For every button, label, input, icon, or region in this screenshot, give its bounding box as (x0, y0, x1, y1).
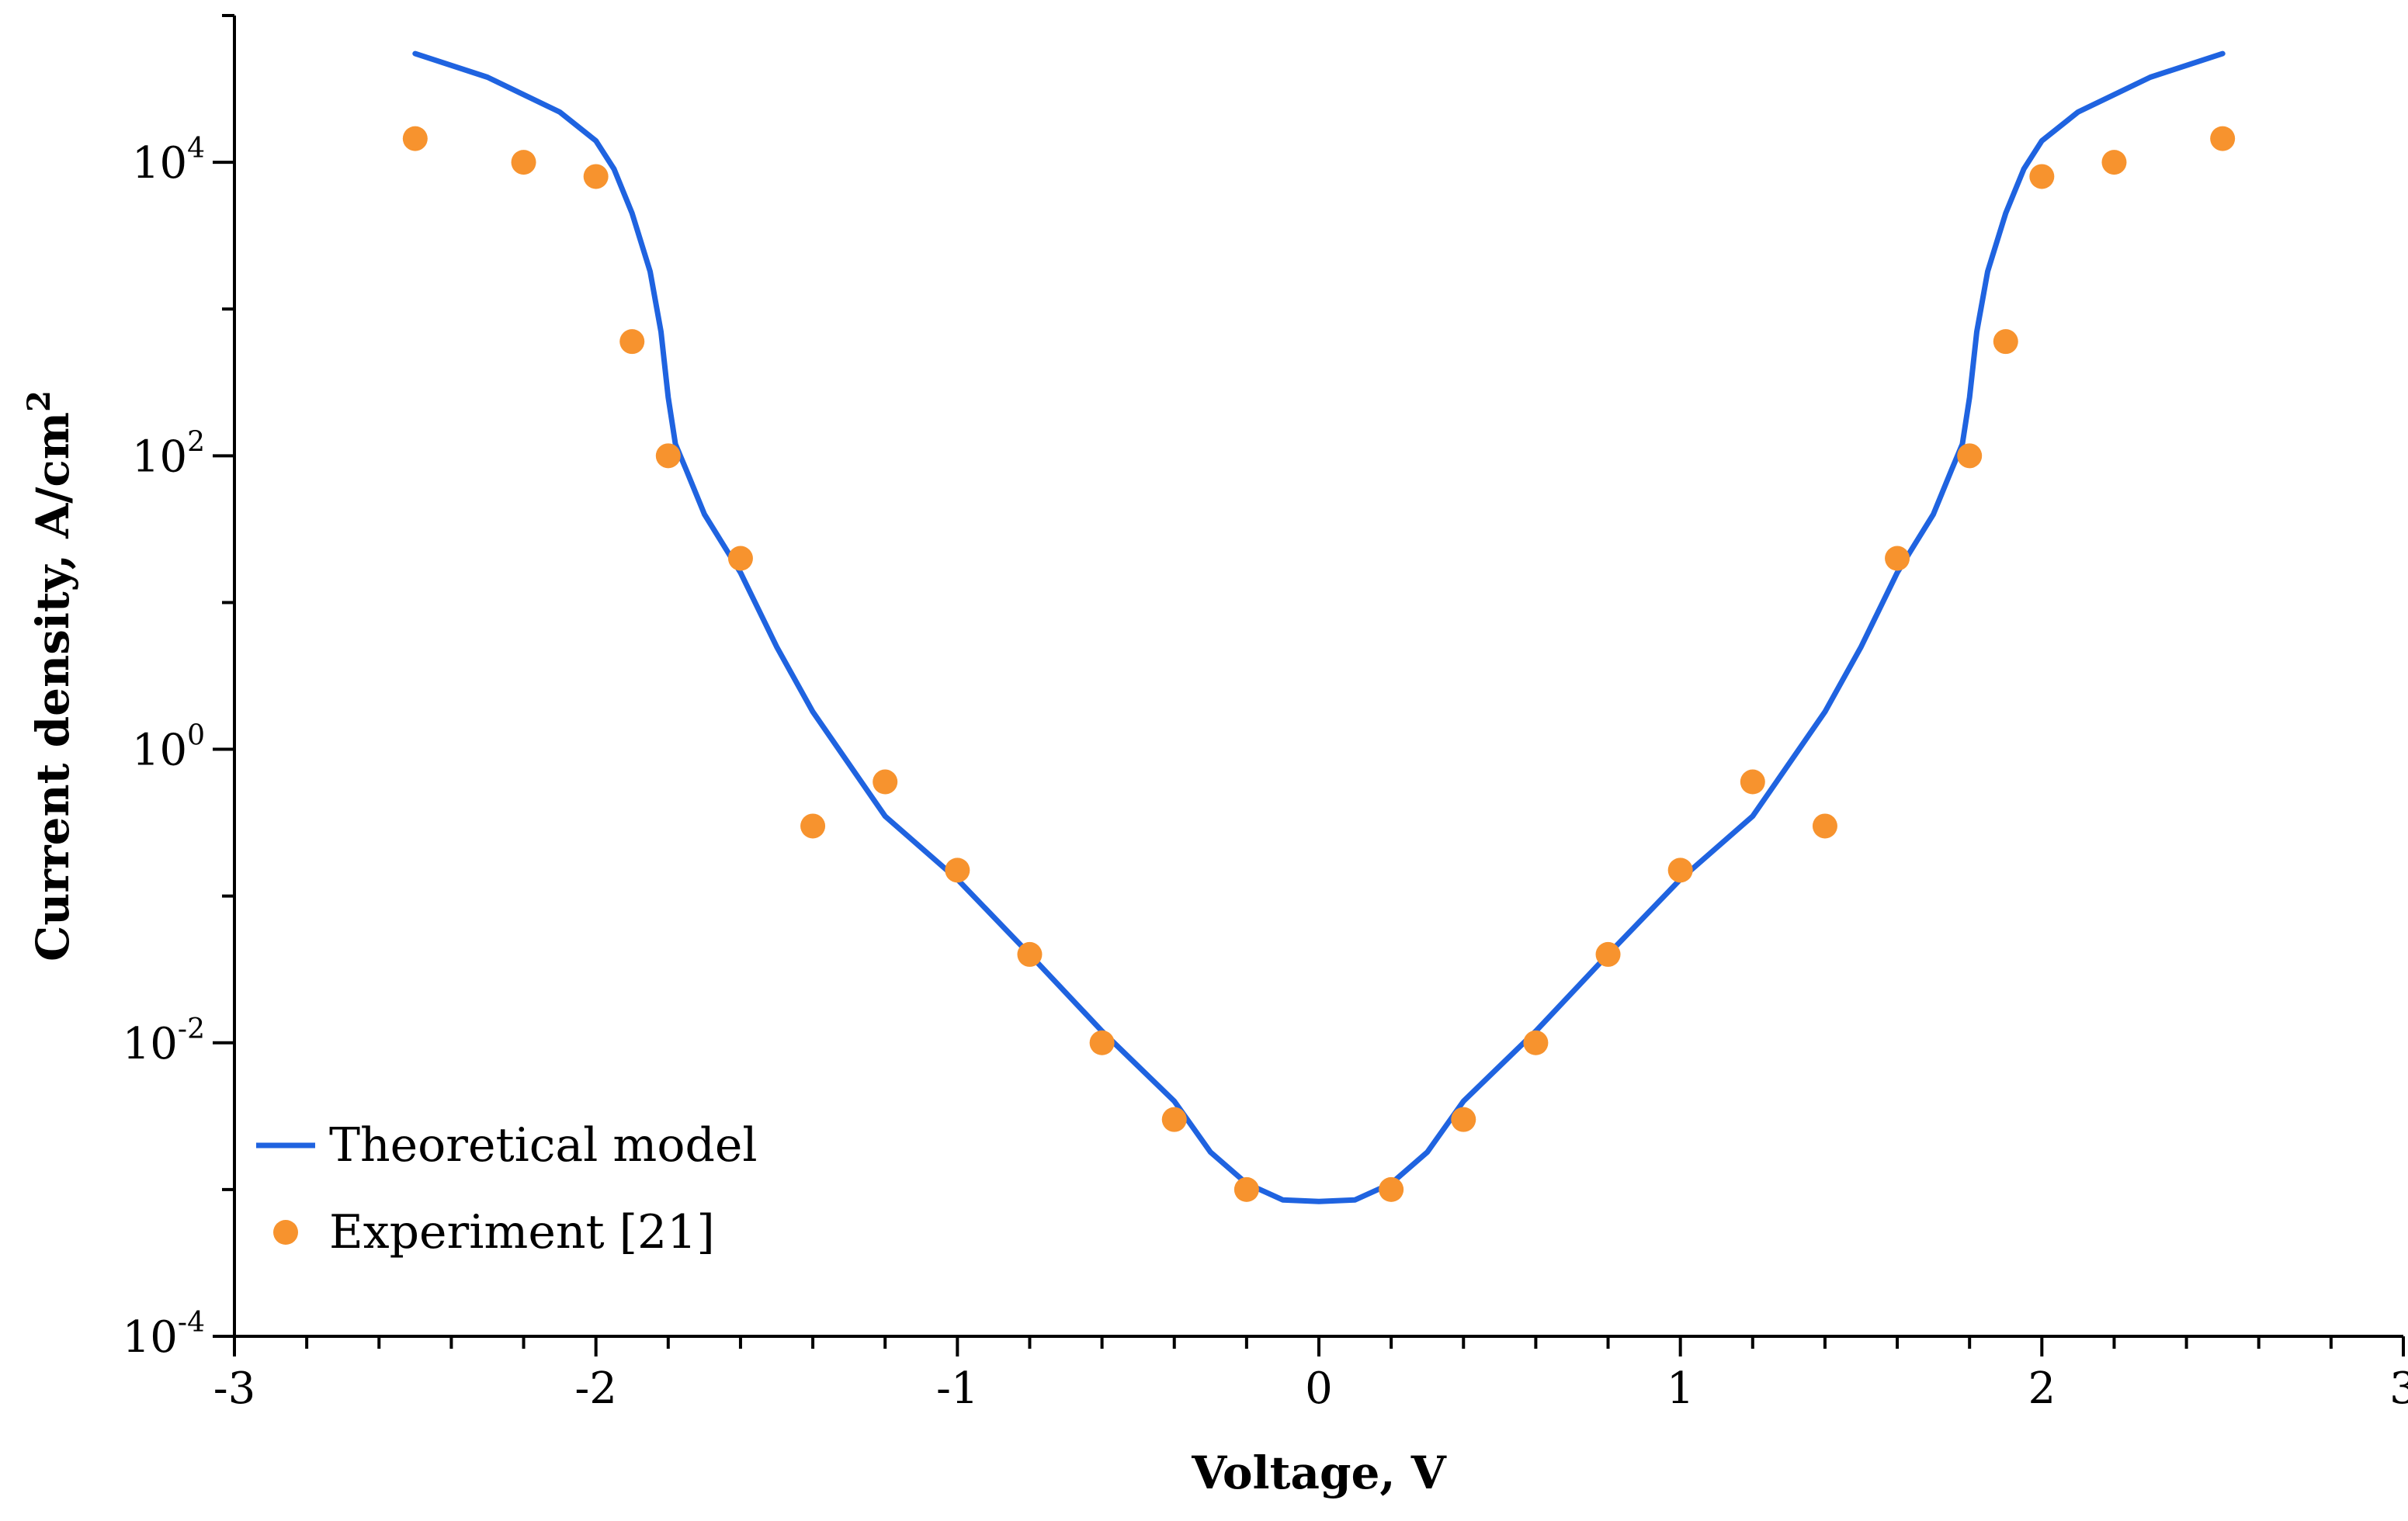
data-point-experiment (619, 329, 645, 355)
legend-dot-icon (273, 1220, 298, 1245)
data-point-experiment (1993, 329, 2018, 355)
data-point-experiment (1812, 813, 1837, 839)
data-point-experiment (1885, 546, 1910, 571)
x-tick-label: 3 (2389, 1363, 2408, 1414)
data-point-experiment (727, 546, 753, 571)
legend: Theoretical model Experiment [21] (256, 1118, 758, 1259)
y-tick-label: 10-4 (123, 1307, 205, 1363)
legend-label: Theoretical model (329, 1118, 758, 1173)
y-tick-label: 102 (132, 426, 205, 482)
y-axis-title: Current density, A/cm2 (21, 390, 79, 961)
x-axis-title: Voltage, V (1191, 1447, 1447, 1499)
data-point-experiment (583, 164, 609, 189)
data-point-experiment (800, 813, 826, 839)
x-tick-label: -1 (936, 1363, 979, 1414)
data-point-experiment (655, 443, 681, 469)
data-point-experiment (1233, 1176, 1259, 1202)
data-point-experiment (1957, 443, 1983, 469)
legend-label: Experiment [21] (329, 1205, 715, 1259)
data-point-experiment (1523, 1030, 1549, 1055)
data-point-experiment (1667, 858, 1693, 883)
data-point-experiment (1595, 941, 1621, 967)
x-tick-label: -2 (574, 1363, 617, 1414)
data-point-experiment (2101, 150, 2127, 175)
x-tick-label: -3 (213, 1363, 256, 1414)
x-tick-label: 2 (2028, 1363, 2056, 1414)
data-point-experiment (945, 858, 970, 883)
axes: -3 -2 -1 0 1 2 3 10-4 10-2 100 102 104 (123, 14, 2408, 1414)
y-tick-label: 104 (132, 133, 205, 189)
marks (402, 50, 2236, 1204)
y-tick-label: 100 (132, 720, 205, 776)
data-point-experiment (2210, 126, 2236, 151)
series-line-theoretical-model (412, 50, 2226, 1204)
data-point-experiment (1740, 769, 1765, 795)
data-point-experiment (511, 150, 536, 175)
data-point-experiment (402, 126, 428, 151)
x-tick-label: 0 (1305, 1363, 1333, 1414)
data-point-experiment (1451, 1107, 1476, 1132)
x-tick-label: 1 (1667, 1363, 1695, 1414)
y-tick-label: 10-2 (123, 1013, 205, 1069)
data-point-experiment (1379, 1176, 1404, 1202)
data-point-experiment (1017, 941, 1043, 967)
data-point-experiment (2029, 164, 2055, 189)
data-point-experiment (1089, 1030, 1115, 1055)
data-point-experiment (1161, 1107, 1187, 1132)
data-point-experiment (873, 769, 898, 795)
